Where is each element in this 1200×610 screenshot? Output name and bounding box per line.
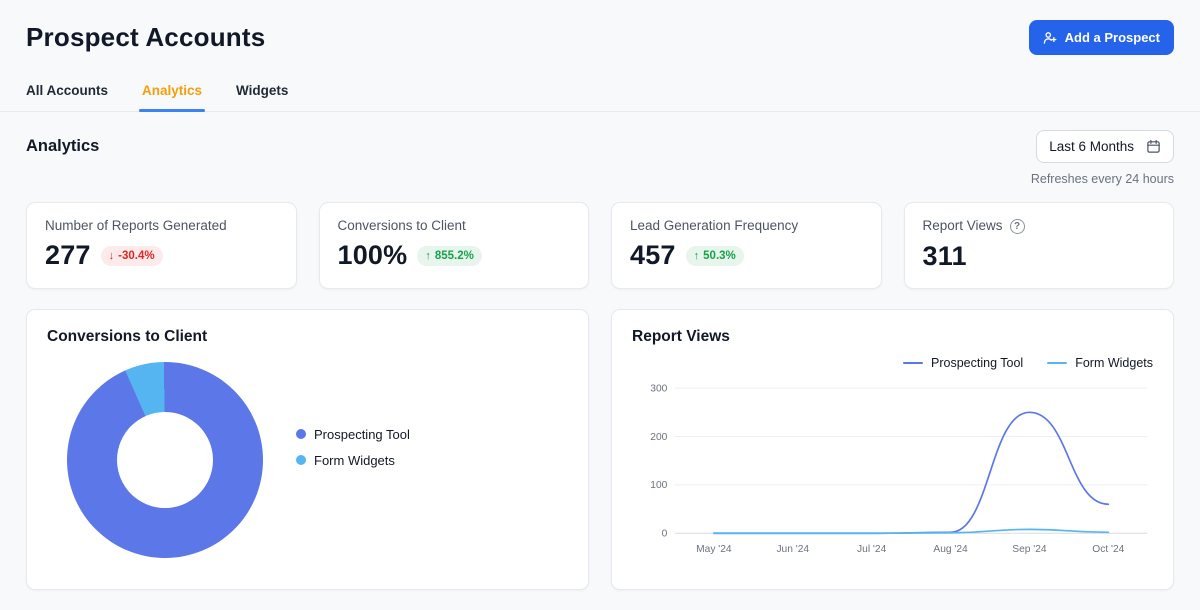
- calendar-icon: [1146, 139, 1161, 154]
- stat-value: 457: [630, 240, 676, 270]
- y-tick-label: 100: [650, 480, 667, 491]
- legend-line-swatch: [1047, 362, 1068, 364]
- tab-all-accounts-label: All Accounts: [26, 83, 109, 98]
- date-range-value: Last 6 Months: [1049, 139, 1134, 154]
- help-icon[interactable]: ?: [1009, 219, 1025, 234]
- charts-row: Conversions to Client Prospecting Tool F…: [26, 309, 1174, 590]
- tab-bar: All Accounts Analytics Widgets: [0, 83, 1200, 112]
- line-chart-legend: Prospecting Tool Form Widgets: [632, 356, 1153, 370]
- tab-all-accounts[interactable]: All Accounts: [26, 83, 108, 111]
- y-tick-label: 0: [662, 529, 668, 540]
- stat-label-text: Report Views: [922, 218, 1003, 233]
- refresh-note: Refreshes every 24 hours: [1030, 172, 1174, 186]
- x-tick-label: Jul '24: [857, 544, 887, 555]
- legend-item-form-widgets[interactable]: Form Widgets: [296, 453, 410, 468]
- conversions-donut: [67, 362, 263, 558]
- x-tick-label: Sep '24: [1012, 544, 1047, 555]
- chart-title: Conversions to Client: [47, 328, 208, 345]
- stat-label: Lead Generation Frequency: [630, 218, 799, 233]
- legend-dot: [296, 455, 306, 465]
- stat-card-lead-frequency: Lead Generation Frequency 457 ↑ 50.3%: [611, 202, 882, 289]
- active-tab-underline: [139, 109, 206, 112]
- stat-label: Number of Reports Generated: [45, 218, 227, 233]
- y-tick-label: 200: [650, 432, 667, 443]
- conversions-chart-card: Conversions to Client Prospecting Tool F…: [26, 309, 589, 590]
- x-tick-label: May '24: [696, 544, 732, 555]
- arrow-up-icon: ↑: [425, 249, 431, 262]
- stat-label: Conversions to Client: [337, 218, 466, 233]
- tab-analytics[interactable]: Analytics: [139, 83, 206, 112]
- legend-label: Prospecting Tool: [314, 426, 410, 442]
- legend-label: Form Widgets: [314, 452, 395, 468]
- tab-widgets-label: Widgets: [236, 83, 289, 98]
- stats-row: Number of Reports Generated 277 ↓ -30.4%…: [26, 202, 1174, 289]
- stat-card-conversions: Conversions to Client 100% ↑ 855.2%: [318, 202, 589, 289]
- legend-label: Prospecting Tool: [931, 356, 1024, 370]
- legend-item-prospecting-tool[interactable]: Prospecting Tool: [903, 356, 1023, 370]
- stat-delta: -30.4%: [118, 249, 155, 262]
- stat-label: Report Views?: [923, 218, 1156, 234]
- series-line: [713, 411, 1110, 535]
- add-prospect-button[interactable]: Add a Prospect: [1028, 20, 1174, 55]
- stat-card-reports-generated: Number of Reports Generated 277 ↓ -30.4%: [26, 202, 297, 289]
- stat-delta-badge: ↑ 50.3%: [685, 245, 744, 266]
- tab-widgets[interactable]: Widgets: [236, 83, 288, 111]
- legend-label: Form Widgets: [1075, 356, 1153, 370]
- chart-title: Report Views: [632, 328, 730, 345]
- arrow-up-icon: ↑: [693, 249, 700, 262]
- legend-line-swatch: [903, 362, 924, 364]
- arrow-down-icon: ↓: [108, 249, 115, 262]
- x-tick-label: Jun '24: [776, 544, 809, 555]
- section-title: Analytics: [26, 137, 100, 155]
- person-plus-icon: [1043, 31, 1057, 45]
- series-line: [713, 528, 1110, 535]
- legend-item-form-widgets[interactable]: Form Widgets: [1047, 356, 1153, 370]
- stat-value: 100%: [337, 240, 408, 270]
- stat-card-report-views: Report Views? 311: [903, 202, 1174, 289]
- add-prospect-label: Add a Prospect: [1064, 30, 1160, 45]
- tab-analytics-label: Analytics: [142, 83, 203, 98]
- y-tick-label: 300: [650, 383, 667, 394]
- stat-value: 311: [922, 241, 967, 271]
- analytics-toolbar: Analytics Last 6 Months: [26, 130, 1174, 163]
- legend-dot: [296, 429, 306, 439]
- date-range-select[interactable]: Last 6 Months: [1036, 130, 1174, 163]
- stat-delta-badge: ↓ -30.4%: [100, 245, 163, 266]
- page-header: Prospect Accounts Add a Prospect: [26, 0, 1174, 55]
- stat-delta: 50.3%: [703, 249, 736, 262]
- x-tick-label: Aug '24: [933, 544, 968, 555]
- x-tick-label: Oct '24: [1092, 544, 1124, 555]
- report-views-chart-card: Report Views Prospecting Tool Form Widge…: [611, 309, 1174, 590]
- legend-item-prospecting-tool[interactable]: Prospecting Tool: [296, 427, 410, 442]
- donut-hole: [117, 412, 213, 508]
- stat-delta: 855.2%: [434, 249, 474, 262]
- report-views-line-chart: 0 100 200 300 May '24 Jun '24 Jul '24 Aug '24 Se…: [650, 383, 1148, 555]
- donut-legend: Prospecting Tool Form Widgets: [296, 427, 410, 468]
- stat-value: 277: [45, 240, 91, 270]
- page-title: Prospect Accounts: [26, 22, 266, 52]
- stat-delta-badge: ↑ 855.2%: [417, 245, 482, 266]
